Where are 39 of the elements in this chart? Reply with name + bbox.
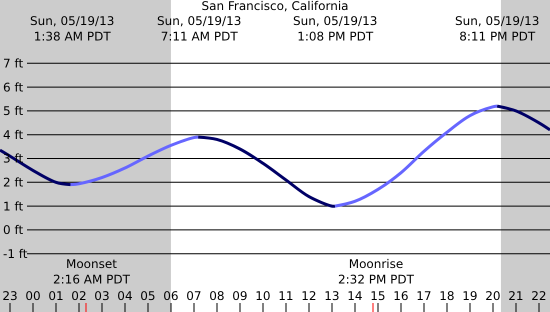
y-tick-label: 1 ft — [3, 199, 24, 214]
x-tick-label: 17 — [416, 289, 432, 303]
annotation: Sun, 05/19/13 7:11 AM PDT — [157, 14, 242, 44]
x-tick-label: 06 — [163, 289, 179, 303]
chart-title: San Francisco, California — [201, 0, 349, 13]
x-tick-label: 10 — [255, 289, 271, 303]
x-tick-label: 19 — [462, 289, 478, 303]
x-tick-label: 01 — [48, 289, 64, 303]
x-tick-label: 03 — [94, 289, 110, 303]
x-tick-label: 22 — [531, 289, 547, 303]
x-tick-label: 23 — [2, 289, 18, 303]
x-tick-label: 16 — [393, 289, 409, 303]
annotation: Sun, 05/19/13 1:08 PM PDT — [293, 14, 378, 44]
y-tick-label: 2 ft — [3, 176, 24, 190]
annotation: Moonrise 2:32 PM PDT — [338, 257, 415, 287]
x-tick-label: 05 — [140, 289, 156, 303]
y-tick-label: 0 ft — [3, 223, 24, 238]
x-tick-label: 09 — [232, 289, 248, 303]
y-tick-label: 7 ft — [3, 56, 24, 70]
x-tick-label: 13 — [324, 289, 340, 303]
x-tick-label: 00 — [25, 289, 41, 303]
y-tick-label: 6 ft — [3, 80, 24, 94]
y-tick-label: 5 ft — [3, 104, 24, 118]
x-tick-label: 04 — [117, 289, 133, 303]
annotation: Sun, 05/19/13 1:38 AM PDT — [30, 14, 114, 44]
annotation: Sun, 05/19/13 8:11 PM PDT — [455, 14, 540, 44]
x-tick-label: 08 — [209, 289, 225, 303]
x-tick-label: 11 — [278, 289, 294, 303]
x-tick-label: 15 — [370, 289, 386, 303]
x-tick-label: 12 — [301, 289, 317, 303]
x-tick-label: 21 — [508, 289, 524, 303]
x-tick-label: 20 — [485, 289, 501, 303]
y-tick-label: 4 ft — [3, 128, 24, 142]
x-tick-label: 14 — [347, 289, 363, 303]
x-tick-label: 02 — [71, 289, 87, 303]
x-tick-label: 18 — [439, 289, 455, 303]
annotation: Moonset 2:16 AM PDT — [53, 257, 131, 287]
x-tick-label: 07 — [186, 289, 202, 303]
y-tick-label: -1 ft — [3, 246, 28, 261]
